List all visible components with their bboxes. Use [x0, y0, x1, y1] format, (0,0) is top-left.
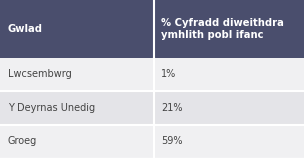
Bar [154, 58, 304, 91]
Text: Groeg: Groeg [8, 136, 37, 146]
Bar [154, 125, 304, 158]
Bar [0, 125, 154, 158]
Bar [154, 0, 304, 58]
Bar [0, 58, 154, 91]
Text: Lwcsembwrg: Lwcsembwrg [8, 69, 71, 79]
Bar [0, 0, 154, 58]
Bar [0, 91, 154, 125]
Text: Y Deyrnas Unedig: Y Deyrnas Unedig [8, 103, 95, 113]
Bar [154, 91, 304, 125]
Text: % Cyfradd diweithdra
ymhlith pobl ifanc: % Cyfradd diweithdra ymhlith pobl ifanc [161, 18, 284, 40]
Text: Gwlad: Gwlad [8, 24, 43, 34]
Text: 59%: 59% [161, 136, 183, 146]
Text: 21%: 21% [161, 103, 183, 113]
Text: 1%: 1% [161, 69, 176, 79]
